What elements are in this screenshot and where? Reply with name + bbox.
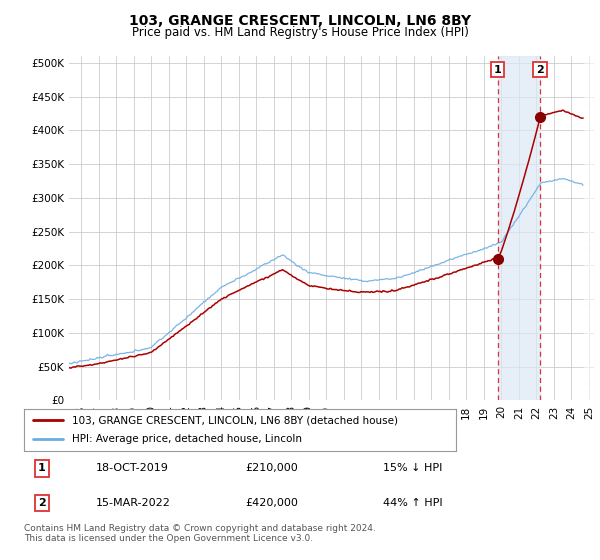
- Text: 18-OCT-2019: 18-OCT-2019: [96, 464, 169, 473]
- Text: Contains HM Land Registry data © Crown copyright and database right 2024.
This d: Contains HM Land Registry data © Crown c…: [24, 524, 376, 543]
- Text: 44% ↑ HPI: 44% ↑ HPI: [383, 498, 442, 508]
- Text: £210,000: £210,000: [245, 464, 298, 473]
- Text: 103, GRANGE CRESCENT, LINCOLN, LN6 8BY: 103, GRANGE CRESCENT, LINCOLN, LN6 8BY: [129, 14, 471, 28]
- Text: 1: 1: [38, 464, 46, 473]
- Text: 2: 2: [38, 498, 46, 508]
- Bar: [584, 56, 594, 400]
- Text: 1: 1: [494, 64, 502, 74]
- Text: HPI: Average price, detached house, Lincoln: HPI: Average price, detached house, Linc…: [71, 435, 302, 445]
- Text: 15% ↓ HPI: 15% ↓ HPI: [383, 464, 442, 473]
- Text: £420,000: £420,000: [245, 498, 298, 508]
- Bar: [497, 56, 540, 400]
- Text: 15-MAR-2022: 15-MAR-2022: [96, 498, 170, 508]
- Text: Price paid vs. HM Land Registry's House Price Index (HPI): Price paid vs. HM Land Registry's House …: [131, 26, 469, 39]
- Text: 2: 2: [536, 64, 544, 74]
- Text: 103, GRANGE CRESCENT, LINCOLN, LN6 8BY (detached house): 103, GRANGE CRESCENT, LINCOLN, LN6 8BY (…: [71, 415, 398, 425]
